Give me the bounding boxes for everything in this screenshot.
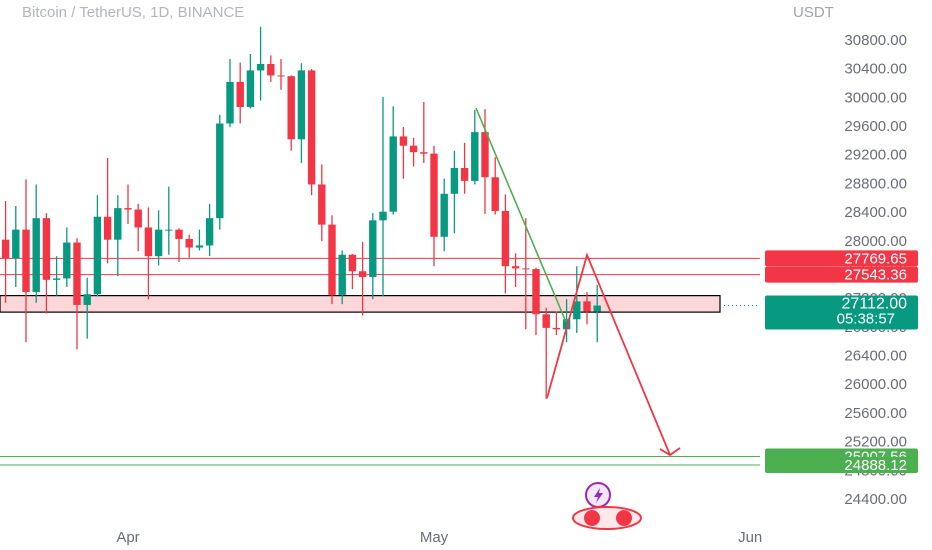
candle-body xyxy=(256,63,265,71)
candle-body xyxy=(501,210,510,267)
candle-body xyxy=(236,81,244,108)
candle-body xyxy=(491,177,499,211)
candle-body xyxy=(52,278,61,280)
last-price-label: 27112.00 xyxy=(841,296,907,313)
level-label-box xyxy=(765,266,918,283)
icon-lightning-glyph xyxy=(594,488,603,503)
candle-body xyxy=(93,216,102,295)
plot-area xyxy=(0,26,760,466)
candle-body xyxy=(277,75,285,77)
candle-body xyxy=(511,266,520,269)
y-tick-label: 29600.00 xyxy=(844,118,907,135)
chart-title: Bitcoin / TetherUS, 1D, BINANCE xyxy=(22,4,244,21)
candle-body xyxy=(593,305,601,312)
candle-body xyxy=(338,254,346,295)
level-label-box xyxy=(765,250,918,267)
candle-body xyxy=(460,167,469,181)
currency-label: USDT xyxy=(793,4,834,21)
candle-body xyxy=(175,229,183,239)
y-tick-label: 26400.00 xyxy=(844,348,907,365)
candle-body xyxy=(246,70,255,108)
candle-body xyxy=(328,224,336,295)
candle-body xyxy=(114,208,122,240)
trend-line xyxy=(475,107,567,323)
candle-body xyxy=(552,327,561,330)
candle-body xyxy=(583,301,591,312)
level-label-box xyxy=(765,457,918,474)
level-label: 24888.12 xyxy=(844,457,907,474)
projection-path xyxy=(546,252,671,456)
candle-body xyxy=(22,229,30,293)
candle-body xyxy=(287,76,295,140)
candle-body xyxy=(267,63,275,76)
x-tick-label: May xyxy=(420,529,449,546)
candle-body xyxy=(83,294,91,305)
icon-flag-circle xyxy=(584,510,600,526)
candle-body xyxy=(399,136,408,146)
y-tick-label: 30800.00 xyxy=(844,32,907,49)
candle-body xyxy=(379,211,387,221)
candle-body xyxy=(471,132,479,181)
y-tick-label: 30000.00 xyxy=(844,89,907,106)
icon-flag-circle xyxy=(616,510,632,526)
candle-body xyxy=(205,218,214,246)
candle-body xyxy=(562,319,571,330)
candle-body xyxy=(369,220,377,277)
candle-body xyxy=(297,70,306,140)
y-tick-label: 28800.00 xyxy=(844,175,907,192)
candle-body xyxy=(430,153,438,237)
candle-body xyxy=(226,81,234,124)
candle-body xyxy=(522,268,530,270)
zone xyxy=(0,295,721,313)
candle-body xyxy=(420,152,428,154)
candle-body xyxy=(542,314,550,328)
projection-arrow xyxy=(659,447,681,457)
candle-body xyxy=(409,145,418,153)
x-tick-label: Apr xyxy=(116,529,139,546)
candle-body xyxy=(195,245,204,248)
candle-body xyxy=(165,229,173,231)
candle-body xyxy=(134,209,142,228)
y-tick-label: 25600.00 xyxy=(844,405,907,422)
candle-body xyxy=(154,229,163,257)
candle-body xyxy=(144,227,153,257)
y-tick-label: 28000.00 xyxy=(844,233,907,250)
x-tick-label: Jun xyxy=(738,529,762,546)
candle-body xyxy=(124,208,132,210)
y-tick-label: 26000.00 xyxy=(844,376,907,393)
last-price-box xyxy=(765,295,918,330)
candle-body xyxy=(32,218,40,293)
candle-body xyxy=(307,70,316,185)
candle-body xyxy=(573,301,581,320)
candle-body xyxy=(1,239,10,259)
y-tick-label: 24400.00 xyxy=(844,491,907,508)
y-tick-label: 29200.00 xyxy=(844,147,907,164)
candle-body xyxy=(532,269,540,315)
candle-body xyxy=(348,254,357,272)
candle-body xyxy=(216,123,224,219)
y-tick-label: 28400.00 xyxy=(844,204,907,221)
candle-body xyxy=(42,218,51,280)
candle-body xyxy=(63,242,71,279)
y-tick-label: 30400.00 xyxy=(844,61,907,78)
level-label: 27769.65 xyxy=(844,250,907,267)
candle-body xyxy=(103,216,112,240)
candle-body xyxy=(450,167,459,194)
candle-body xyxy=(73,242,81,305)
countdown: 05:38:57 xyxy=(837,310,895,327)
price-axis: 24400.0024800.0025200.0025600.0026000.00… xyxy=(116,32,918,546)
y-tick-label: 25200.00 xyxy=(844,434,907,451)
candle-body xyxy=(185,238,193,248)
candle-body xyxy=(440,193,448,237)
candle-body xyxy=(318,184,326,225)
candle-body xyxy=(389,136,397,212)
candle-body xyxy=(481,132,489,178)
candle-body xyxy=(12,229,20,259)
candle-body xyxy=(358,271,367,277)
level-label: 27543.36 xyxy=(844,267,907,284)
